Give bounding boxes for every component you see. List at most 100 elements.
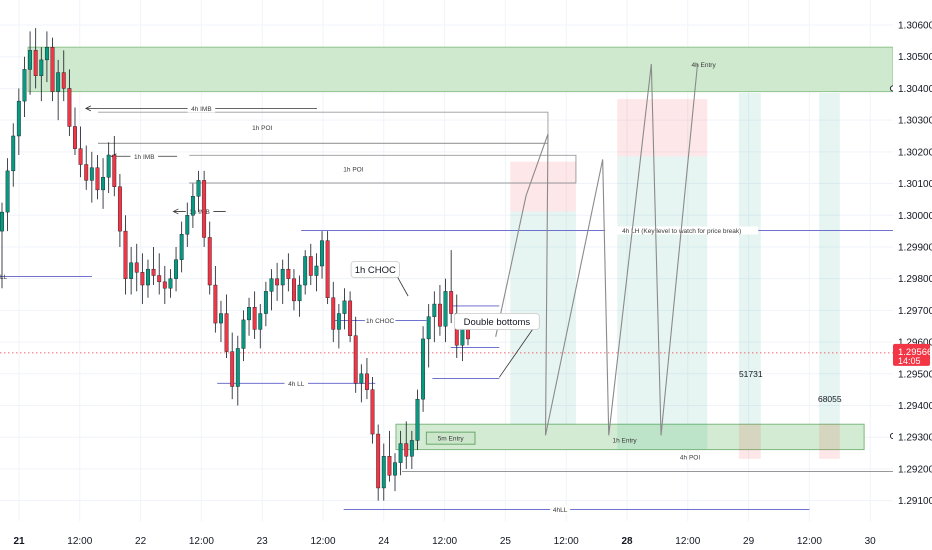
candle-body-down: [134, 262, 139, 273]
candle-body-up: [432, 303, 437, 317]
price-tick-label: 1.30500: [898, 52, 932, 63]
zone-label: 5m Entry: [438, 436, 465, 443]
candle-body-down: [286, 268, 291, 279]
candle-body-down: [437, 303, 442, 327]
path-label: 1h Entry: [612, 438, 637, 445]
candle-body-down: [207, 237, 212, 286]
candle-body-down: [151, 268, 156, 276]
price-tick-label: 1.30200: [898, 147, 932, 158]
price-tick-label: 1.29500: [898, 369, 932, 380]
candle: [56, 59, 61, 121]
candle: [275, 262, 280, 301]
zones: 4h POI 5m Entry: [27, 46, 894, 462]
price-axis-bg: [893, 0, 932, 550]
time-tick-label: 30: [865, 536, 877, 547]
candle-body-down: [230, 351, 235, 387]
candle-body-up: [28, 50, 33, 70]
candle-body-up: [460, 329, 465, 346]
candle: [443, 278, 448, 343]
candle-body-down: [224, 313, 229, 352]
poi-bracket: [98, 111, 549, 144]
callout-label: Double bottoms: [464, 317, 531, 328]
time-tick-label: 12:00: [67, 536, 92, 547]
imb-label: 1h IMB: [189, 209, 210, 216]
candle-body-up: [101, 177, 106, 191]
candle-body-down: [162, 281, 167, 289]
time-tick-label: 21: [13, 536, 25, 547]
candle: [325, 231, 330, 305]
price-tick-label: 1.29400: [898, 401, 932, 412]
callout-pointer: [498, 325, 536, 378]
candle: [11, 123, 16, 187]
candle: [196, 170, 201, 213]
zone-label: 4h POI: [680, 455, 700, 462]
candle-body-down: [331, 297, 336, 330]
candle: [292, 269, 296, 311]
candle-body-up: [415, 398, 420, 441]
candle: [174, 246, 178, 292]
candle: [28, 31, 33, 95]
time-tick-label: 29: [743, 536, 755, 547]
candle-body-down: [364, 373, 369, 390]
candle: [151, 246, 156, 286]
candle: [247, 297, 251, 336]
candle: [213, 265, 218, 333]
candle: [336, 304, 341, 349]
candle-body-down: [348, 300, 353, 336]
candle-body-down: [33, 50, 38, 76]
candle: [101, 158, 106, 209]
candle: [89, 151, 94, 203]
candle-body-up: [398, 443, 403, 463]
time-tick-label: 28: [621, 536, 633, 547]
candles: [0, 28, 470, 501]
candle: [185, 202, 190, 247]
imb-label: 1h IMB: [134, 154, 155, 161]
candle-body-up: [443, 291, 448, 327]
level-label-bg: [284, 379, 308, 388]
candle: [303, 250, 308, 295]
candle: [61, 50, 66, 102]
candle: [342, 288, 347, 330]
candle: [348, 291, 353, 343]
candle-body-up: [5, 170, 10, 213]
candle: [230, 332, 235, 400]
time-tick-label: 12:00: [675, 536, 700, 547]
candle-body-up: [44, 46, 49, 61]
time-tick-label: 12:00: [554, 536, 579, 547]
candle: [269, 269, 274, 311]
candle-countdown-label: 14:05: [898, 356, 921, 366]
candle: [146, 259, 150, 298]
candle: [117, 174, 122, 247]
candle: [331, 281, 336, 343]
level-label-bg: [550, 505, 571, 514]
time-axis-bg: [0, 521, 932, 550]
level-label: 1h CHOC: [366, 318, 394, 325]
candle-body-up: [303, 256, 308, 286]
candle-body-up: [421, 338, 426, 400]
candle-body-up: [174, 259, 178, 279]
position-label: 51731: [739, 369, 763, 379]
time-tick-label: 25: [500, 536, 512, 547]
poi-label: 1h POI: [343, 167, 363, 174]
candle: [39, 47, 44, 102]
candle: [370, 376, 375, 444]
price-tick-label: 1.29200: [898, 464, 932, 475]
candle: [22, 56, 27, 117]
candle-body-up: [0, 211, 4, 232]
time-tick-label: 22: [135, 536, 147, 547]
candle-body-down: [95, 167, 100, 191]
candle-body-down: [308, 256, 313, 276]
candle: [297, 275, 302, 317]
candle: [449, 250, 454, 324]
candle-body-up: [16, 100, 21, 137]
candle: [432, 291, 437, 343]
price-tick-label: 1.29100: [898, 496, 932, 507]
candle-body-down: [67, 88, 72, 127]
time-axis[interactable]: 21 12:00 22 12:00 23 12:00 24 12:00 25 12:00 28 12:…: [0, 521, 932, 550]
candle: [404, 421, 409, 469]
poi-label: 1h POI: [252, 125, 272, 132]
position-stop-zone: [617, 99, 708, 157]
candle-body-up: [314, 265, 319, 276]
price-axis[interactable]: 1.30600 1.30500 1.30400 1.30300 1.30200 1.301…: [893, 0, 932, 550]
